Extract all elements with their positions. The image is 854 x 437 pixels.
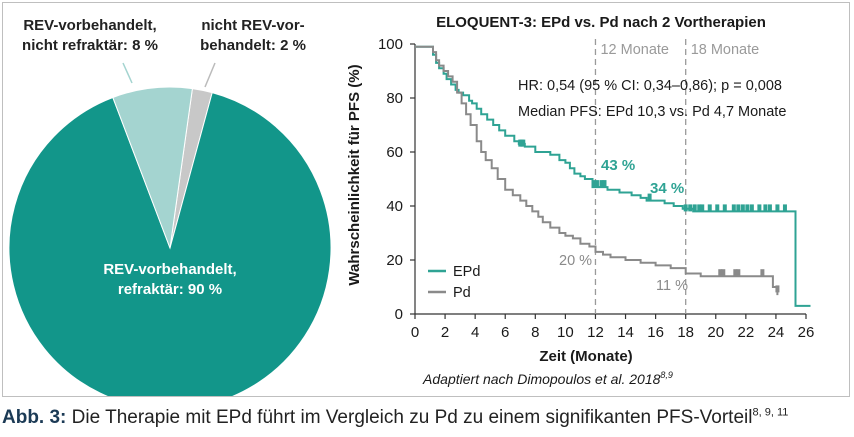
x-tick-label: 4 [471, 324, 479, 341]
censor-mark-epd [736, 204, 741, 212]
x-tick-label: 2 [441, 324, 449, 341]
y-tick-label: 80 [386, 90, 403, 107]
censor-mark-epd [740, 204, 745, 212]
censor-mark-epd [782, 204, 787, 212]
figure-caption: Abb. 3: Die Therapie mit EPd führt im Ve… [2, 404, 850, 434]
legend-pd-label: Pd [453, 285, 471, 301]
chart-curves [415, 45, 811, 307]
source-note-refs: 8,9 [660, 370, 673, 380]
pie-label-refractory-line2: refraktär: 90 % [118, 281, 222, 298]
censor-mark-epd [688, 204, 693, 212]
pie-label-not-pretreated-line2: behandelt: 2 % [200, 37, 306, 54]
y-tick-label: 60 [386, 144, 403, 161]
annotation-median: Median PFS: EPd 10,3 vs. Pd 4,7 Monate [518, 104, 786, 120]
censor-mark-pd [733, 269, 738, 277]
censor-mark-epd [715, 204, 720, 212]
pie-label-not-refractory-line2: nicht refraktär: 8 % [22, 37, 158, 54]
pie-label-refractory-line1: REV-vorbehandelt, [103, 261, 236, 278]
censor-marks [518, 139, 787, 293]
figure-canvas: REV-vorbehandelt, refraktär: 90 % REV-vo… [8, 14, 814, 410]
censor-mark-epd [722, 204, 727, 212]
caption-text: Die Therapie mit EPd führt im Vergleich … [71, 407, 753, 428]
x-tick-label: 18 [677, 324, 694, 341]
reference-lines: 12 Monate 18 Monate [594, 39, 760, 314]
censor-mark-pd [718, 269, 723, 277]
label-pd-18m: 11 % [656, 278, 688, 294]
censor-mark-epd [683, 204, 688, 212]
x-tick-label: 6 [501, 324, 509, 341]
censor-mark-pd [721, 269, 726, 277]
censor-mark-epd [767, 204, 772, 212]
censor-mark-epd [700, 204, 705, 212]
censor-mark-pd [775, 285, 780, 293]
censor-mark-epd [757, 204, 762, 212]
censor-mark-epd [697, 204, 702, 212]
x-tick-label: 24 [768, 324, 785, 341]
chart-title: ELOQUENT-3: EPd vs. Pd nach 2 Vortherapi… [436, 14, 766, 31]
y-tick-label: 100 [378, 36, 403, 53]
x-tick-label: 0 [411, 324, 419, 341]
censor-mark-epd [602, 180, 607, 188]
x-tick-label: 26 [798, 324, 815, 341]
y-tick-label: 0 [395, 306, 403, 323]
censor-mark-epd [763, 204, 768, 212]
pie-leader-not-refractory [122, 62, 133, 84]
censor-mark-epd [521, 139, 526, 147]
figure-frame: REV-vorbehandelt, refraktär: 90 % REV-vo… [2, 2, 850, 410]
censor-mark-epd [731, 204, 736, 212]
series-pd-curve [415, 45, 779, 296]
censor-mark-epd [749, 204, 754, 212]
reference-line-label-12: 12 Monate [600, 42, 669, 58]
censor-mark-pd [736, 269, 741, 277]
x-tick-label: 8 [531, 324, 539, 341]
pie-chart [8, 86, 332, 410]
x-tick-label: 20 [707, 324, 724, 341]
source-note-text: Adaptiert nach Dimopoulos et al. 2018 [422, 371, 661, 387]
x-tick-label: 12 [587, 324, 604, 341]
censor-mark-epd [775, 204, 780, 212]
caption-label: Abb. 3: [2, 407, 67, 428]
pie-label-not-pretreated-line1: nicht REV-vor- [201, 17, 304, 34]
label-epd-12m: 43 % [601, 157, 635, 174]
x-tick-label: 10 [557, 324, 574, 341]
x-tick-label: 14 [617, 324, 634, 341]
pie-slice-not-refractory [112, 86, 193, 249]
censor-mark-epd [692, 204, 697, 212]
censor-mark-epd [647, 193, 652, 201]
y-axis-label: Wahrscheinlichkeit für PFS (%) [346, 64, 363, 285]
y-tick-label: 40 [386, 198, 403, 215]
caption-refs: 8, 9, 11 [752, 406, 789, 419]
censor-mark-epd [591, 180, 596, 188]
label-pd-12m: 20 % [559, 253, 592, 269]
label-epd-18m: 34 % [650, 180, 684, 197]
x-tick-label: 22 [738, 324, 755, 341]
y-tick-label: 20 [386, 252, 403, 269]
censor-mark-epd [599, 180, 604, 188]
censor-mark-epd [745, 204, 750, 212]
legend: EPd Pd [428, 264, 480, 301]
annotation-hr: HR: 0,54 (95 % CI: 0,34–0,86); p = 0,008 [518, 78, 782, 94]
reference-line-label-18: 18 Monate [691, 42, 760, 58]
pie-label-not-refractory-line1: REV-vorbehandelt, [23, 17, 156, 34]
series-epd-curve [415, 45, 811, 307]
source-note: Adaptiert nach Dimopoulos et al. 20188,9 [422, 370, 673, 387]
x-axis-label: Zeit (Monate) [539, 348, 632, 365]
pie-leader-not-pretreated [204, 62, 216, 88]
censor-mark-epd [707, 204, 712, 212]
legend-epd-label: EPd [453, 264, 480, 280]
x-tick-label: 16 [647, 324, 664, 341]
censor-mark-epd [594, 180, 599, 188]
censor-mark-pd [760, 269, 765, 277]
